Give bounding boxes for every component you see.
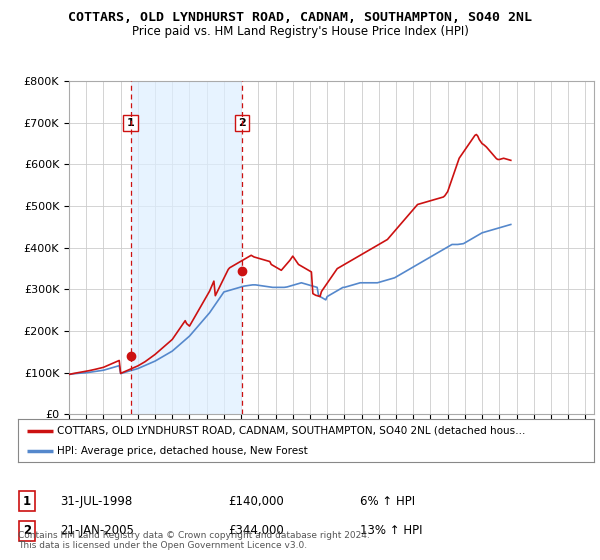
Text: 1: 1 [23,494,31,508]
Text: COTTARS, OLD LYNDHURST ROAD, CADNAM, SOUTHAMPTON, SO40 2NL: COTTARS, OLD LYNDHURST ROAD, CADNAM, SOU… [68,11,532,24]
Text: HPI: Average price, detached house, New Forest: HPI: Average price, detached house, New … [57,446,308,455]
Bar [131,81,242,414]
Text: 2: 2 [238,118,246,128]
Text: 13% ↑ HPI: 13% ↑ HPI [360,524,422,538]
Text: Contains HM Land Registry data © Crown copyright and database right 2024.
This d: Contains HM Land Registry data © Crown c… [18,530,370,550]
Text: Price paid vs. HM Land Registry's House Price Index (HPI): Price paid vs. HM Land Registry's House … [131,25,469,38]
Text: 6% ↑ HPI: 6% ↑ HPI [360,494,415,508]
Text: £140,000: £140,000 [228,494,284,508]
Text: £344,000: £344,000 [228,524,284,538]
Text: 21-JAN-2005: 21-JAN-2005 [60,524,134,538]
Text: 1: 1 [127,118,134,128]
Text: 31-JUL-1998: 31-JUL-1998 [60,494,132,508]
Text: 2: 2 [23,524,31,538]
Text: COTTARS, OLD LYNDHURST ROAD, CADNAM, SOUTHAMPTON, SO40 2NL (detached hous…: COTTARS, OLD LYNDHURST ROAD, CADNAM, SOU… [57,426,526,436]
